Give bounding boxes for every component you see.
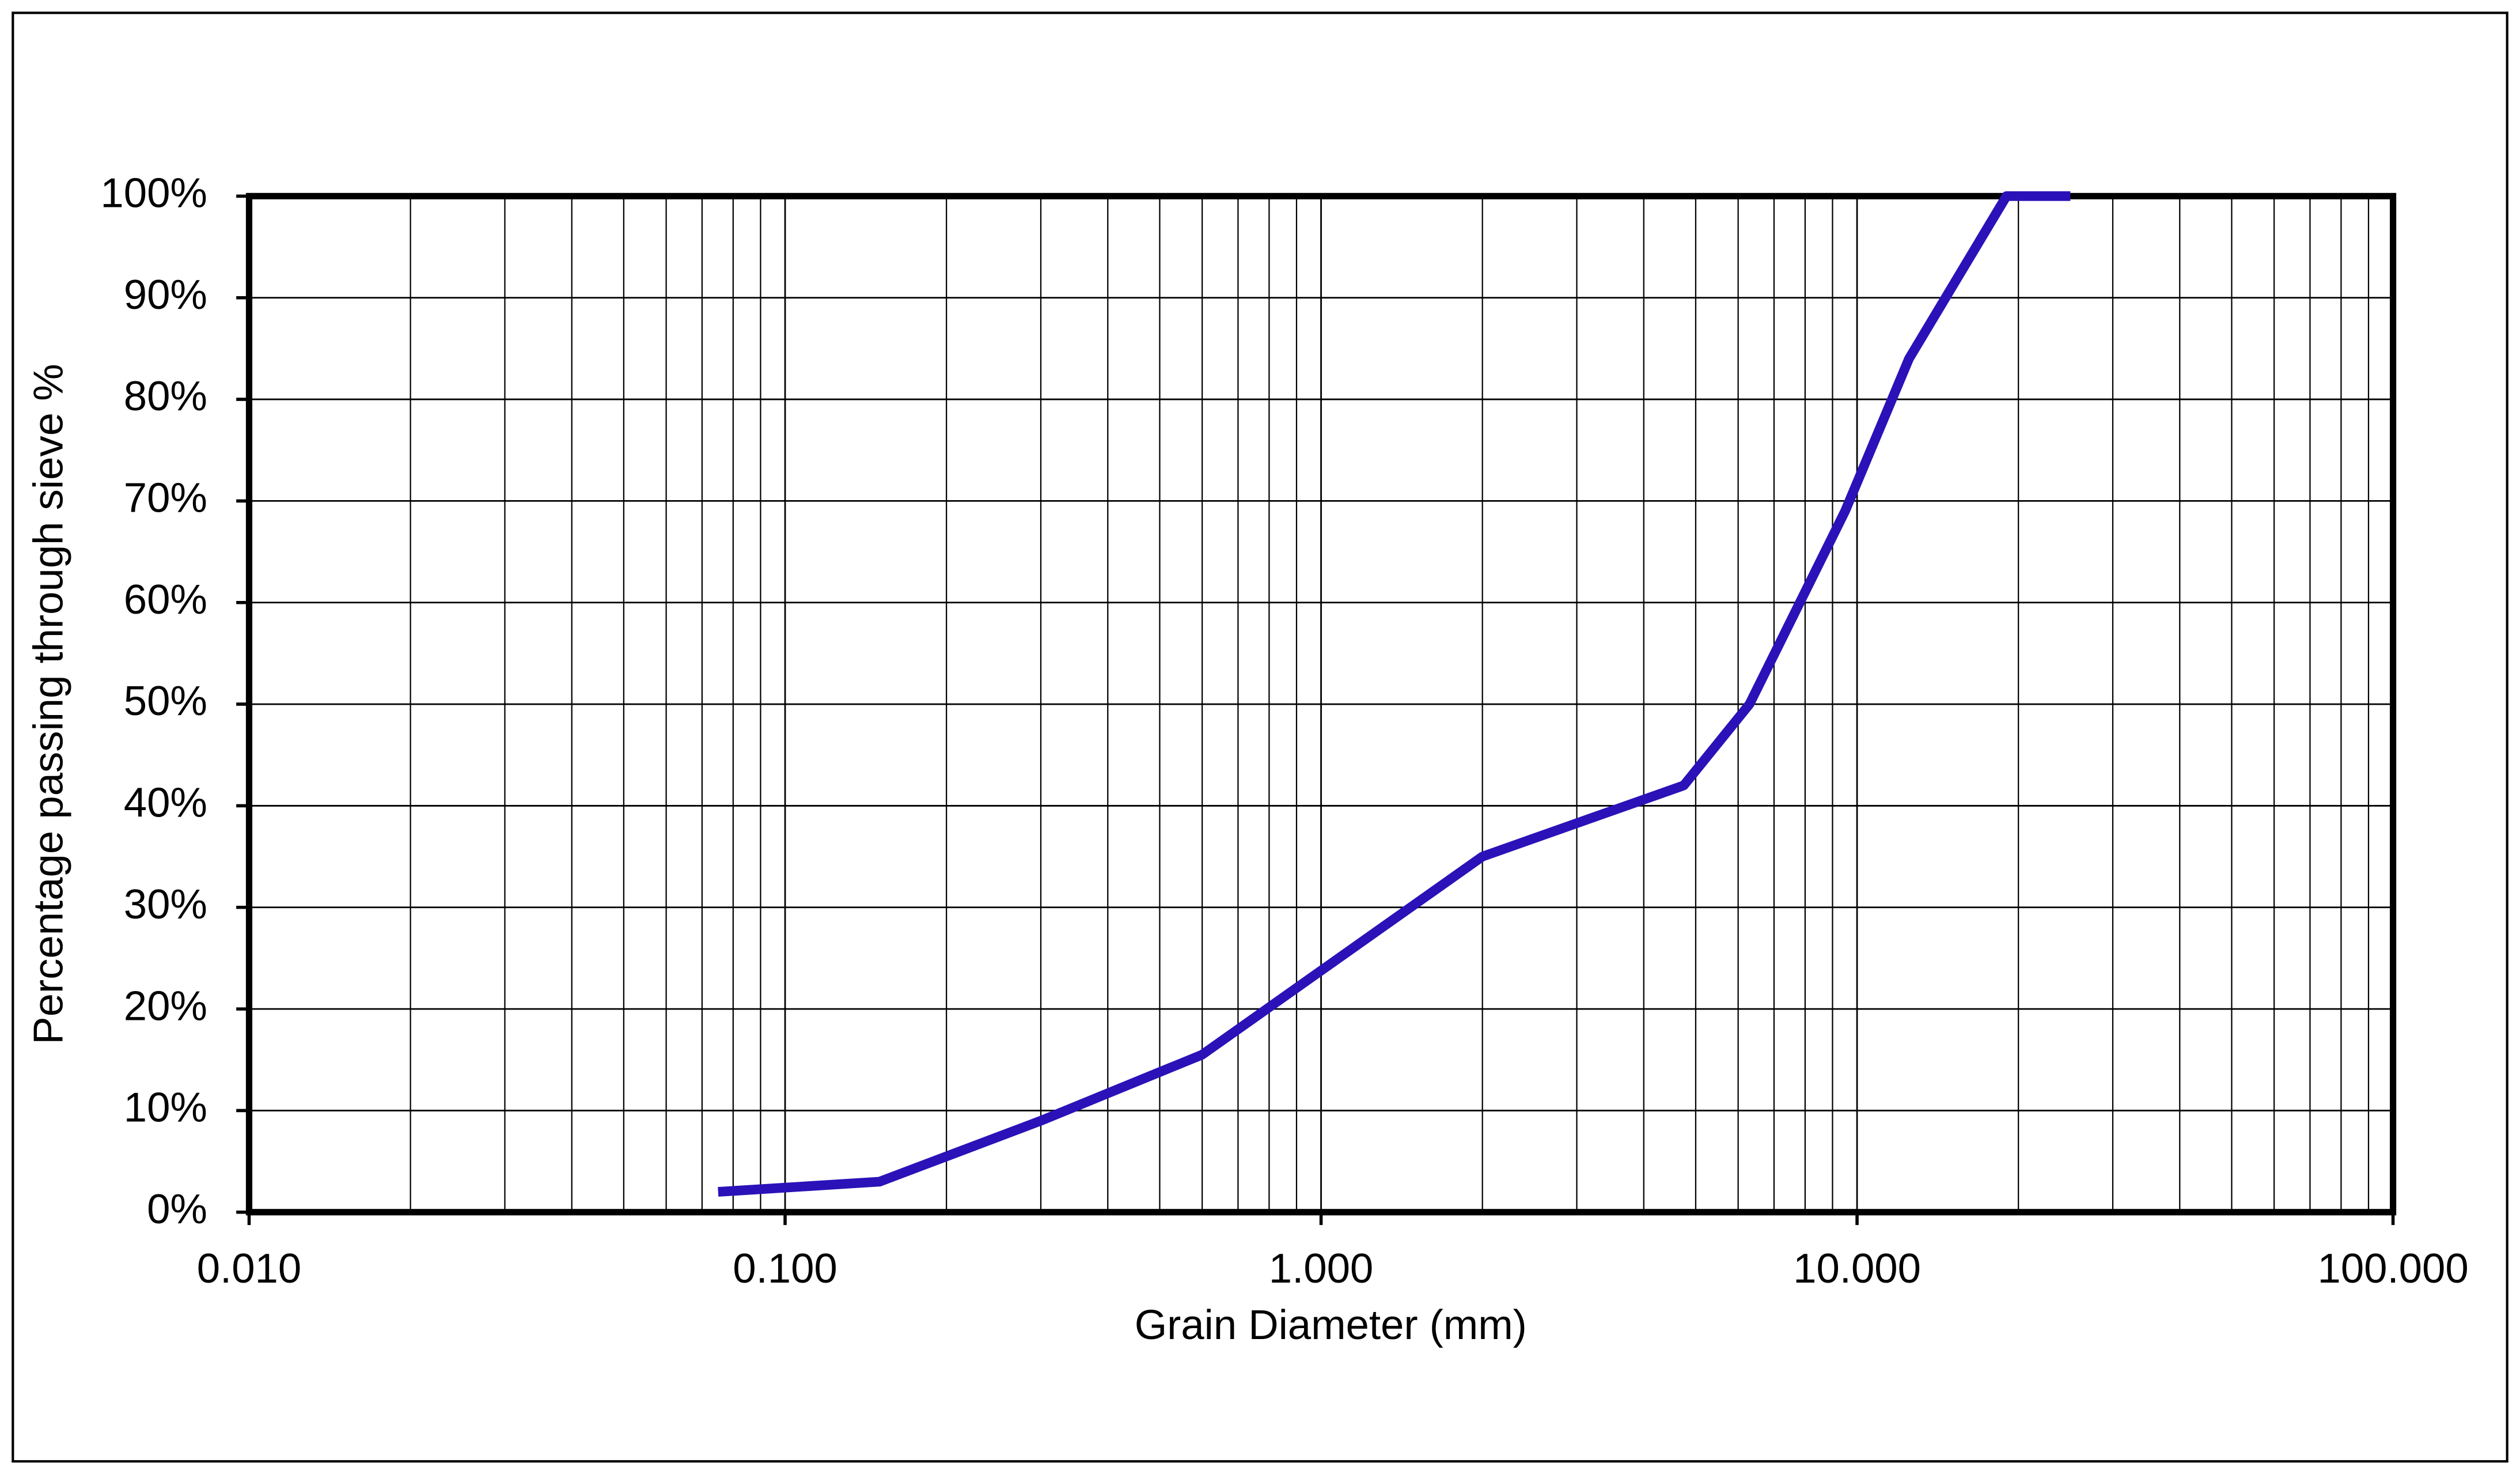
y-tick-label: 90% [124, 271, 207, 318]
y-tick-label: 0% [147, 1186, 207, 1232]
y-tick-label: 30% [124, 881, 207, 928]
y-tick-label: 50% [124, 678, 207, 724]
x-tick-label: 0.010 [197, 1245, 302, 1292]
y-tick-label: 70% [124, 475, 207, 521]
plot-frame [245, 192, 2397, 1216]
x-tick-label: 10.000 [1793, 1245, 1921, 1292]
y-tick-label: 60% [124, 576, 207, 623]
y-axis-title: Percentage passing through sieve % [25, 364, 71, 1044]
y-tick-label: 40% [124, 780, 207, 826]
chart-frame [12, 12, 2508, 1463]
y-tick-label: 100% [100, 170, 207, 217]
y-tick-label: 20% [124, 982, 207, 1029]
data-line [718, 191, 2071, 1197]
y-tick-label: 80% [124, 373, 207, 419]
x-axis-title: Grain Diameter (mm) [1135, 1302, 1527, 1348]
x-tick-label: 0.100 [733, 1245, 838, 1292]
y-tick-label: 10% [124, 1084, 207, 1131]
x-tick-label: 100.000 [2317, 1245, 2468, 1292]
x-tick-label: 1.000 [1269, 1245, 1374, 1292]
